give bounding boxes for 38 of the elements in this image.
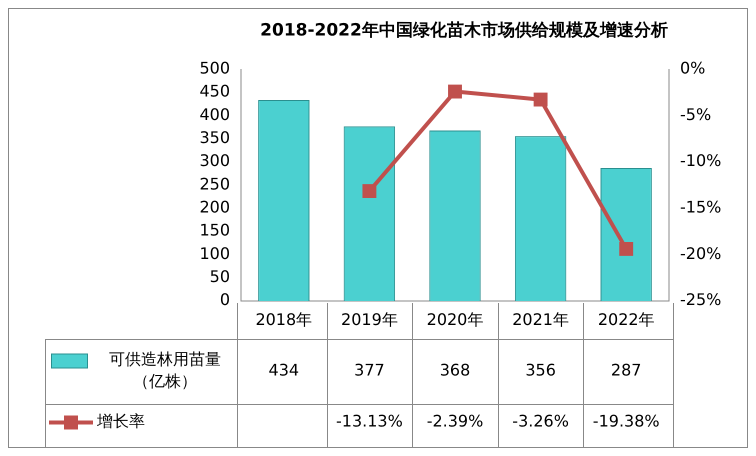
data-label: 356	[525, 360, 556, 380]
y2-tick-label: -20%	[680, 244, 722, 263]
y-tick-label: 250	[199, 174, 230, 194]
y-tick-label: 50	[210, 266, 230, 286]
y-tick-label: 500	[199, 58, 230, 78]
y-tick-label: 450	[199, 82, 230, 101]
y2-tick-label: -25%	[680, 290, 722, 310]
data-label: -13.13%	[336, 412, 403, 431]
point	[362, 184, 376, 198]
x-tick-label: 2020年	[426, 310, 484, 329]
y-tick-label: 350	[199, 128, 230, 148]
y-tick-label: 400	[199, 104, 230, 124]
data-label: 434	[268, 360, 300, 380]
y-tick-label: 200	[199, 198, 230, 217]
y2-tick-label: 0%	[680, 58, 706, 78]
data-label: 368	[440, 360, 470, 380]
data-label: -19.38%	[592, 412, 660, 431]
y-tick-label: 150	[199, 220, 230, 240]
x-tick-label: 2022年	[598, 310, 655, 329]
y2-tick-label: -10%	[680, 151, 722, 170]
data-label: -2.39%	[426, 412, 484, 431]
data-label: 377	[354, 360, 385, 380]
y-tick-label: 0	[220, 290, 230, 310]
point	[619, 242, 634, 256]
point	[534, 92, 548, 107]
y-tick-label: 300	[199, 151, 230, 170]
chart-title: 2018-2022年中国绿化苗木市场供给规模及增速分析	[260, 20, 668, 41]
y-tick-label: 100	[199, 244, 230, 263]
x-tick-label: 2019年	[341, 310, 398, 329]
x-tick-label: 2018年	[255, 310, 312, 329]
y2-tick-label: -5%	[680, 104, 712, 124]
x-tick-label: 2021年	[512, 310, 569, 329]
legend-label: 增长率	[96, 412, 145, 431]
legend-label: 可供造林用苗量（亿株）	[109, 350, 221, 391]
point	[448, 84, 462, 98]
y2-tick-label: -15%	[680, 198, 722, 217]
data-label: 287	[610, 360, 642, 380]
data-label: -3.26%	[512, 412, 569, 431]
